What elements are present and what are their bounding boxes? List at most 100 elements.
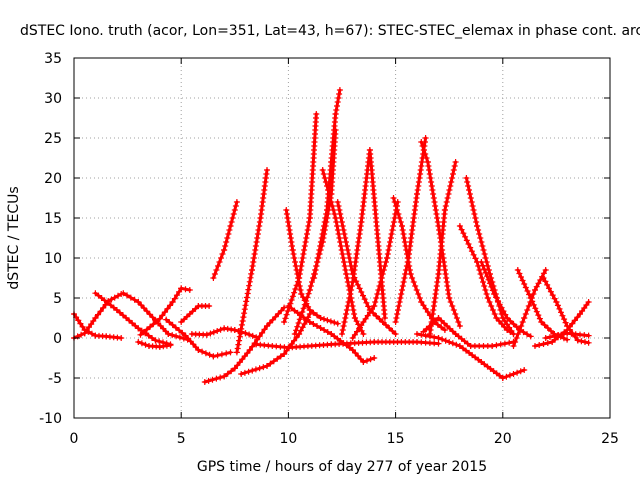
data-point xyxy=(476,267,483,273)
data-point xyxy=(527,333,534,340)
data-point xyxy=(381,315,388,321)
data-point xyxy=(120,312,126,319)
data-point xyxy=(389,227,396,233)
data-point xyxy=(510,343,517,349)
data-point xyxy=(310,309,317,316)
data-point xyxy=(289,243,295,249)
data-point xyxy=(373,313,380,319)
data-point xyxy=(176,327,183,334)
data-point xyxy=(514,369,521,376)
data-point xyxy=(207,330,214,337)
data-point xyxy=(264,363,270,369)
data-point xyxy=(249,263,256,269)
data-point xyxy=(284,215,291,221)
data-point xyxy=(462,233,469,240)
data-point xyxy=(282,315,289,322)
data-point xyxy=(217,374,224,381)
data-point xyxy=(298,263,305,269)
data-point xyxy=(261,326,268,333)
x-tick-label: 10 xyxy=(279,431,297,447)
y-tick-label: 20 xyxy=(44,171,62,187)
data-point xyxy=(95,292,102,299)
data-point xyxy=(379,271,386,277)
data-point xyxy=(460,230,467,237)
data-point xyxy=(337,239,344,245)
data-point xyxy=(498,304,505,311)
data-point xyxy=(328,199,335,205)
data-point xyxy=(395,303,402,309)
data-point xyxy=(559,331,566,338)
data-point xyxy=(305,223,312,229)
data-point xyxy=(293,334,300,341)
data-point xyxy=(422,332,429,339)
data-point xyxy=(538,319,545,325)
data-point xyxy=(334,199,341,205)
data-point xyxy=(326,191,333,197)
data-point xyxy=(334,320,341,327)
y-tick-label: 10 xyxy=(44,251,62,267)
data-point xyxy=(365,303,372,310)
data-point xyxy=(394,207,401,213)
data-point xyxy=(496,301,503,308)
data-point xyxy=(206,351,213,358)
data-point xyxy=(500,308,507,315)
data-point xyxy=(419,143,426,149)
data-point xyxy=(402,271,409,277)
data-point xyxy=(449,175,456,181)
data-point xyxy=(564,336,571,343)
data-point xyxy=(245,368,252,375)
data-point xyxy=(321,219,328,225)
data-point xyxy=(395,211,402,217)
data-point xyxy=(458,226,465,233)
data-point xyxy=(463,237,470,244)
x-tick-label: 5 xyxy=(177,431,186,447)
data-point xyxy=(336,87,343,93)
data-point xyxy=(414,331,420,337)
data-point xyxy=(324,317,331,324)
data-point xyxy=(137,331,144,338)
data-point xyxy=(321,223,327,229)
data-point xyxy=(345,251,352,257)
data-point xyxy=(241,369,248,376)
data-point xyxy=(165,331,172,337)
data-point xyxy=(292,263,299,269)
data-point xyxy=(266,319,273,326)
data-point xyxy=(498,321,505,327)
data-point xyxy=(429,320,436,327)
data-point xyxy=(334,99,341,105)
data-point xyxy=(341,263,348,269)
data-point xyxy=(247,274,254,281)
data-point xyxy=(131,296,138,303)
data-point xyxy=(340,323,347,329)
data-point xyxy=(77,320,84,327)
data-point xyxy=(199,348,206,355)
data-point xyxy=(456,343,463,349)
y-tick-label: 25 xyxy=(44,131,62,147)
data-point xyxy=(227,223,234,229)
data-point xyxy=(110,304,117,311)
series-22 xyxy=(253,339,442,351)
data-point xyxy=(88,330,95,337)
data-point xyxy=(167,302,174,309)
data-point xyxy=(446,187,453,193)
data-point xyxy=(183,313,190,320)
data-point xyxy=(393,315,400,321)
data-point xyxy=(138,340,145,347)
data-point xyxy=(544,325,551,331)
data-point xyxy=(525,303,532,309)
data-point xyxy=(299,309,306,315)
data-point xyxy=(482,255,489,261)
data-point xyxy=(317,315,324,321)
data-point xyxy=(350,307,357,313)
data-point xyxy=(321,316,327,323)
data-point xyxy=(356,285,363,292)
data-point xyxy=(236,359,243,366)
data-point xyxy=(294,309,301,316)
series-13 xyxy=(238,311,313,377)
data-point xyxy=(434,215,441,221)
data-point xyxy=(219,251,226,257)
data-point xyxy=(513,324,520,330)
data-point xyxy=(338,215,344,221)
data-point xyxy=(388,231,395,237)
data-point xyxy=(338,219,345,225)
